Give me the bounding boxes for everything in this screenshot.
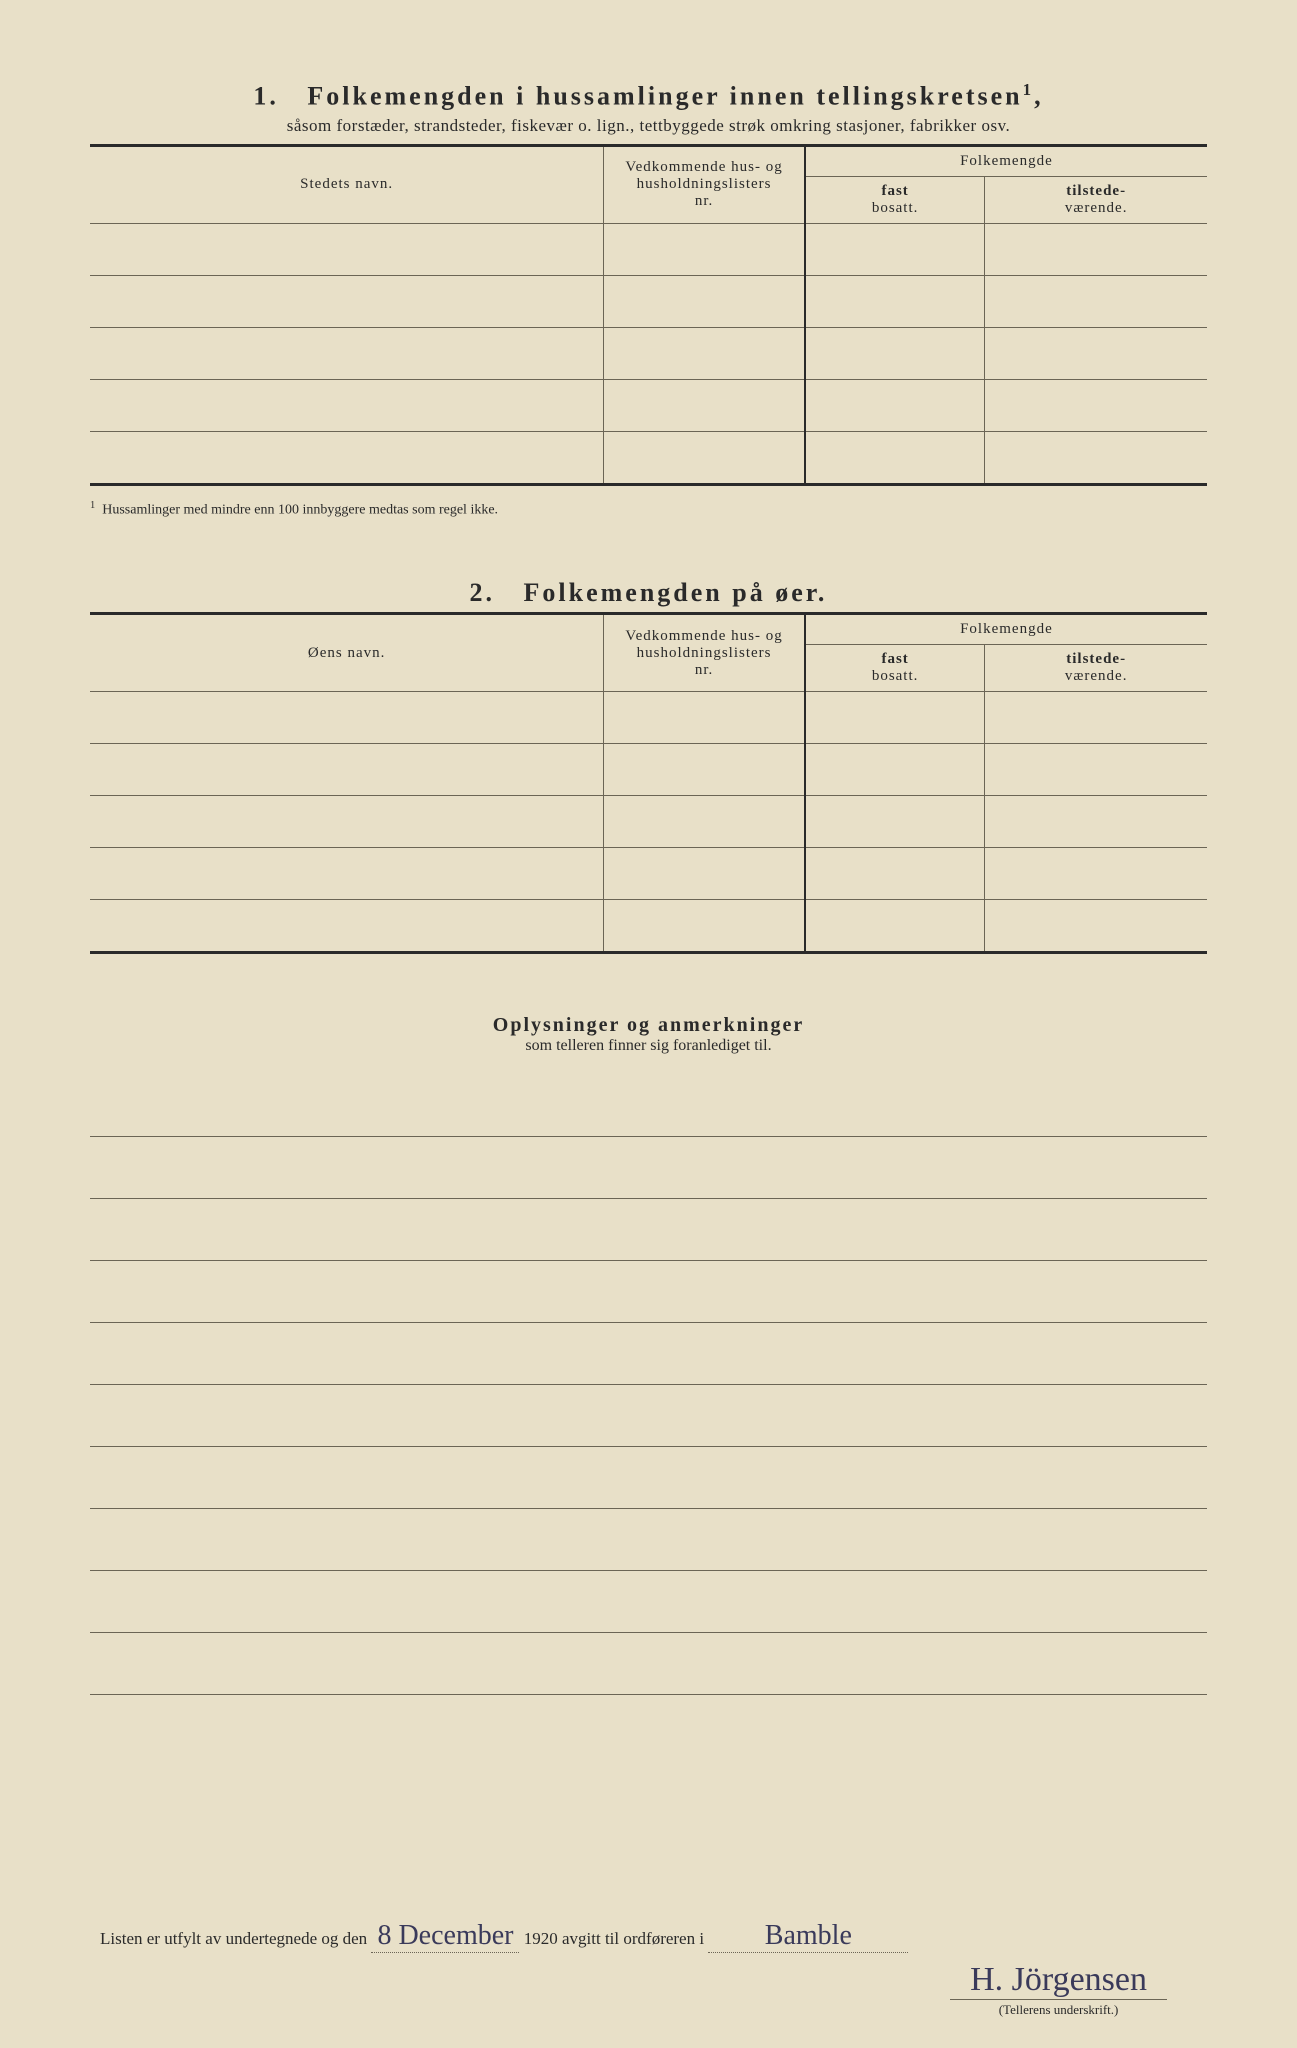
signature-caption: (Tellerens underskrift.) xyxy=(950,2002,1167,2018)
section2-title: 2. Folkemengden på øer. xyxy=(90,578,1207,608)
s2-col-til: tilstede- værende. xyxy=(985,645,1207,692)
section2-table: Øens navn. Vedkommende hus- og husholdni… xyxy=(90,612,1207,952)
ruled-line xyxy=(90,1075,1207,1137)
section1-subtitle: såsom forstæder, strandsteder, fiskevær … xyxy=(90,116,1207,136)
footer-date-hand: 8 December xyxy=(371,1920,519,1953)
ruled-line xyxy=(90,1385,1207,1447)
footer-year: 1920 xyxy=(524,1929,558,1948)
section3-subtitle: som telleren finner sig foranlediget til… xyxy=(90,1037,1207,1055)
section2-number: 2. xyxy=(470,578,496,607)
section1-title-sup: 1 xyxy=(1023,80,1034,99)
section3-title: Oplysninger og anmerkninger xyxy=(90,1014,1207,1037)
section1-footnote: 1 Hussamlinger med mindre enn 100 innbyg… xyxy=(90,500,1207,519)
s1-col-fast: fast bosatt. xyxy=(805,176,985,223)
section1-table: Stedets navn. Vedkommende hus- og hushol… xyxy=(90,144,1207,484)
section1-number: 1. xyxy=(253,82,279,111)
table-row xyxy=(90,327,1207,379)
s1-col-til: tilstede- værende. xyxy=(985,176,1207,223)
ruled-line xyxy=(90,1261,1207,1323)
s1-col-name: Stedets navn. xyxy=(90,145,604,223)
ruled-line xyxy=(90,1323,1207,1385)
footer-prefix: Listen er utfylt av undertegnede og den xyxy=(100,1929,367,1948)
ruled-line xyxy=(90,1633,1207,1695)
section1-end-rule xyxy=(90,483,1207,486)
footer-place-hand: Bamble xyxy=(708,1920,908,1953)
table-row xyxy=(90,692,1207,744)
table-row xyxy=(90,379,1207,431)
section2-end-rule xyxy=(90,951,1207,954)
census-form-page: 1. Folkemengden i hussamlinger innen tel… xyxy=(0,0,1297,2048)
table-row xyxy=(90,796,1207,848)
section2-title-text: Folkemengden på øer. xyxy=(524,578,828,607)
s2-col-folk: Folkemengde xyxy=(805,614,1207,645)
ruled-line xyxy=(90,1571,1207,1633)
ruled-line xyxy=(90,1509,1207,1571)
footer-middle: avgitt til ordføreren i xyxy=(562,1929,704,1948)
s2-col-fast: fast bosatt. xyxy=(805,645,985,692)
s2-col-name: Øens navn. xyxy=(90,614,604,692)
table-row xyxy=(90,744,1207,796)
section3-ruled-lines xyxy=(90,1075,1207,1695)
s2-col-hus: Vedkommende hus- og husholdningslisters … xyxy=(604,614,805,692)
table-row xyxy=(90,431,1207,483)
s1-col-hus: Vedkommende hus- og husholdningslisters … xyxy=(604,145,805,223)
ruled-line xyxy=(90,1447,1207,1509)
ruled-line xyxy=(90,1199,1207,1261)
s1-col-folk: Folkemengde xyxy=(805,145,1207,176)
table-row xyxy=(90,223,1207,275)
footer-line: Listen er utfylt av undertegnede og den … xyxy=(100,1920,1197,1953)
signature: H. Jörgensen xyxy=(950,1961,1167,2000)
table-row xyxy=(90,275,1207,327)
section1-title: 1. Folkemengden i hussamlinger innen tel… xyxy=(90,80,1207,112)
ruled-line xyxy=(90,1137,1207,1199)
table-row xyxy=(90,900,1207,952)
signature-block: H. Jörgensen (Tellerens underskrift.) xyxy=(950,1961,1167,2018)
section1-title-text: Folkemengden i hussamlinger innen tellin… xyxy=(307,82,1022,111)
table-row xyxy=(90,848,1207,900)
